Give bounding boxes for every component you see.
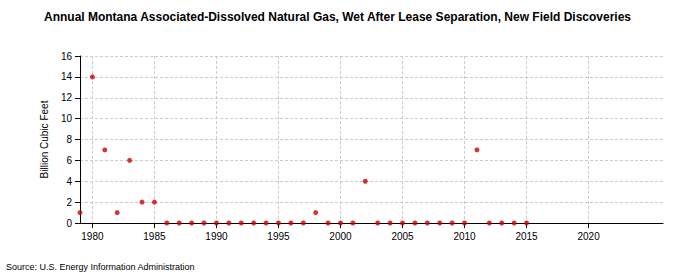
svg-text:2020: 2020 — [577, 231, 600, 242]
svg-text:12: 12 — [61, 92, 73, 103]
svg-text:2010: 2010 — [453, 231, 476, 242]
svg-text:2: 2 — [66, 197, 72, 208]
svg-text:8: 8 — [66, 134, 72, 145]
svg-text:16: 16 — [61, 51, 73, 62]
svg-text:10: 10 — [61, 113, 73, 124]
svg-text:2000: 2000 — [329, 231, 352, 242]
svg-text:2015: 2015 — [515, 231, 538, 242]
svg-text:Billion Cubic Feet: Billion Cubic Feet — [39, 100, 50, 178]
svg-text:0: 0 — [66, 218, 72, 229]
svg-text:1990: 1990 — [205, 231, 228, 242]
svg-text:1995: 1995 — [267, 231, 290, 242]
svg-text:6: 6 — [66, 155, 72, 166]
svg-text:14: 14 — [61, 71, 73, 82]
svg-text:Annual Montana Associated-Diss: Annual Montana Associated-Dissolved Natu… — [44, 10, 631, 24]
svg-text:1980: 1980 — [81, 231, 104, 242]
svg-text:Source: U.S. Energy Informatio: Source: U.S. Energy Information Administ… — [6, 262, 195, 272]
svg-text:1985: 1985 — [143, 231, 166, 242]
svg-text:2005: 2005 — [391, 231, 414, 242]
svg-text:4: 4 — [66, 176, 72, 187]
